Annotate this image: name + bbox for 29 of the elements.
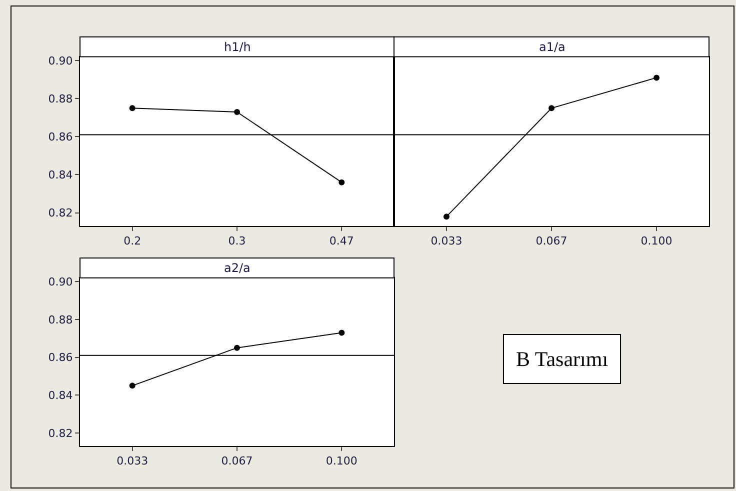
chart-title: h1/h (224, 40, 251, 54)
x-tick-label: 0.033 (430, 234, 462, 248)
x-tick-label: 0.067 (221, 454, 253, 468)
y-tick-label: 0.88 (48, 92, 73, 106)
y-tick-label: 0.90 (48, 54, 73, 68)
y-tick-label: 0.84 (48, 388, 73, 402)
point (338, 179, 345, 186)
chart-title: a2/a (224, 261, 250, 275)
x-tick-label: 0.47 (329, 234, 354, 248)
x-tick-label: 0.100 (640, 234, 672, 248)
point (129, 105, 136, 112)
x-tick-label: 0.033 (116, 454, 148, 468)
x-tick-label: 0.067 (536, 234, 568, 248)
x-tick-label: 0.100 (326, 454, 358, 468)
y-tick-label: 0.86 (48, 351, 73, 364)
y-tick-label: 0.86 (48, 130, 73, 144)
point (234, 344, 240, 351)
point (129, 382, 136, 389)
text: B Tasarımı (516, 347, 608, 371)
y-tick-label: 0.88 (48, 313, 73, 326)
x-tick-label: 0.3 (228, 234, 246, 248)
point (338, 330, 345, 336)
y-tick-label: 0.84 (48, 168, 73, 182)
y-tick-label: 0.82 (48, 426, 73, 440)
x-tick-label: 0.2 (124, 234, 142, 248)
y-tick-label: 0.82 (48, 206, 73, 220)
chart-title: a1/a (539, 40, 566, 54)
y-tick-label: 0.90 (48, 276, 73, 288)
point (234, 108, 240, 115)
